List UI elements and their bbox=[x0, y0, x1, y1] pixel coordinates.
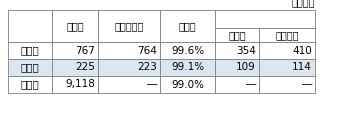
Text: 99.6%: 99.6% bbox=[171, 45, 204, 56]
Text: 223: 223 bbox=[137, 62, 157, 72]
Text: 非製造業: 非製造業 bbox=[275, 30, 299, 40]
Bar bbox=[215, 28, 259, 42]
Bar bbox=[52, 59, 98, 76]
Bar bbox=[8, 76, 52, 93]
Bar bbox=[52, 42, 98, 59]
Text: 410: 410 bbox=[292, 45, 312, 56]
Bar bbox=[215, 76, 259, 93]
Text: 99.0%: 99.0% bbox=[171, 80, 204, 89]
Bar bbox=[259, 42, 315, 59]
Text: ―: ― bbox=[147, 80, 157, 89]
Bar bbox=[160, 42, 215, 59]
Bar bbox=[160, 59, 215, 76]
Text: （社数）: （社数） bbox=[292, 0, 315, 7]
Bar bbox=[215, 59, 259, 76]
Bar bbox=[52, 76, 98, 93]
Text: 109: 109 bbox=[236, 62, 256, 72]
Text: 全　国: 全 国 bbox=[21, 80, 39, 89]
Text: 調査数: 調査数 bbox=[66, 21, 84, 31]
Text: 99.1%: 99.1% bbox=[171, 62, 204, 72]
Text: 中　国: 中 国 bbox=[21, 45, 39, 56]
Bar bbox=[8, 59, 52, 76]
Bar bbox=[215, 42, 259, 59]
Bar bbox=[98, 59, 160, 76]
Bar bbox=[52, 10, 98, 42]
Bar bbox=[259, 59, 315, 76]
Text: 225: 225 bbox=[75, 62, 95, 72]
Text: ―: ― bbox=[246, 80, 256, 89]
Text: 764: 764 bbox=[137, 45, 157, 56]
Bar bbox=[259, 28, 315, 42]
Bar bbox=[98, 42, 160, 59]
Text: 354: 354 bbox=[236, 45, 256, 56]
Text: 広　島: 広 島 bbox=[21, 62, 39, 72]
Bar bbox=[160, 10, 215, 42]
Bar bbox=[98, 10, 160, 42]
Text: ―: ― bbox=[302, 80, 312, 89]
Bar bbox=[98, 76, 160, 93]
Text: 767: 767 bbox=[75, 45, 95, 56]
Bar bbox=[160, 76, 215, 93]
Text: 9,118: 9,118 bbox=[65, 80, 95, 89]
Bar bbox=[8, 42, 52, 59]
Bar bbox=[215, 10, 315, 28]
Text: 回答企業数: 回答企業数 bbox=[114, 21, 144, 31]
Text: 製造業: 製造業 bbox=[228, 30, 246, 40]
Bar bbox=[259, 76, 315, 93]
Text: 114: 114 bbox=[292, 62, 312, 72]
Text: 回答率: 回答率 bbox=[179, 21, 196, 31]
Bar bbox=[8, 10, 52, 42]
